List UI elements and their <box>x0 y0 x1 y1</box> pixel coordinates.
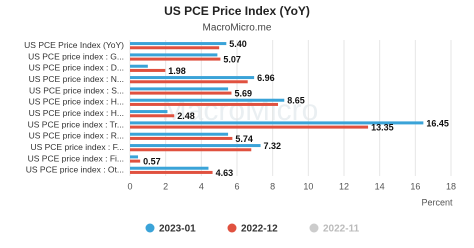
x-tick-label: 8 <box>270 181 275 191</box>
value-label: 5.69 <box>234 88 252 98</box>
bar <box>130 159 141 163</box>
x-tick-label: 12 <box>339 181 349 191</box>
x-tick-label: 4 <box>199 181 204 191</box>
bar <box>130 53 218 57</box>
y-tick-label: US PCE Price Index (YoY) <box>24 40 124 50</box>
bar <box>130 42 227 46</box>
value-label: 0.57 <box>143 156 161 166</box>
chart-subtitle: MacroMicro.me <box>203 23 272 34</box>
legend-marker <box>309 223 319 233</box>
bar <box>130 125 369 129</box>
value-label: 16.45 <box>426 118 449 128</box>
value-label: 5.40 <box>229 39 247 49</box>
x-tick-label: 18 <box>446 181 456 191</box>
value-label: 5.07 <box>223 54 241 64</box>
value-label: 5.74 <box>235 134 253 144</box>
x-tick-label: 14 <box>375 181 385 191</box>
value-label: 2.48 <box>177 111 195 121</box>
bar <box>130 132 229 136</box>
y-tick-label: US PCE price index : G... <box>28 51 124 61</box>
y-tick-label: US PCE price index : F... <box>30 142 124 152</box>
bar <box>130 155 139 159</box>
chart-title: US PCE Price Index (YoY) <box>164 4 310 18</box>
bar <box>130 136 233 140</box>
y-tick-label: US PCE price index : R... <box>29 131 124 141</box>
y-tick-label: US PCE price index : H... <box>29 108 124 118</box>
x-tick-label: 10 <box>303 181 313 191</box>
bar <box>130 114 175 118</box>
legend-label: 2022-12 <box>241 224 278 235</box>
y-tick-label: US PCE price index : D... <box>29 63 124 73</box>
bar <box>130 64 148 68</box>
bar <box>130 121 424 125</box>
bar <box>130 68 166 72</box>
legend-marker <box>227 223 237 233</box>
x-tick-label: 2 <box>163 181 168 191</box>
value-label: 6.96 <box>257 73 275 83</box>
value-label: 1.98 <box>168 66 186 76</box>
bar <box>130 80 248 84</box>
y-tick-label: US PCE price index : Fi... <box>28 153 124 163</box>
y-tick-label: US PCE price index : Ot... <box>26 165 124 175</box>
x-axis-label: Percent <box>421 197 453 207</box>
bar <box>130 166 209 170</box>
value-label: 13.35 <box>371 122 394 132</box>
y-tick-label: US PCE price index : H... <box>29 97 124 107</box>
x-tick-label: 6 <box>234 181 239 191</box>
value-label: 7.32 <box>264 141 282 151</box>
y-tick-label: US PCE price index : Tr... <box>28 119 124 129</box>
x-tick-label: 16 <box>410 181 420 191</box>
bar <box>130 98 285 102</box>
bar <box>130 76 255 80</box>
bar <box>130 170 213 174</box>
value-label: 4.63 <box>216 168 234 178</box>
bar <box>130 46 220 50</box>
legend-label: 2023-01 <box>159 224 196 235</box>
bar <box>130 102 279 106</box>
legend-marker <box>145 223 155 233</box>
y-tick-label: US PCE price index : S... <box>29 85 124 95</box>
bar <box>130 110 168 114</box>
value-label: 8.65 <box>287 96 305 106</box>
bar <box>130 148 252 152</box>
x-tick-label: 0 <box>127 181 132 191</box>
bar <box>130 87 229 91</box>
bar <box>130 91 232 95</box>
bar <box>130 144 261 148</box>
y-tick-label: US PCE price index : N... <box>29 74 124 84</box>
legend-label: 2022-11 <box>323 224 360 235</box>
bar <box>130 57 221 61</box>
